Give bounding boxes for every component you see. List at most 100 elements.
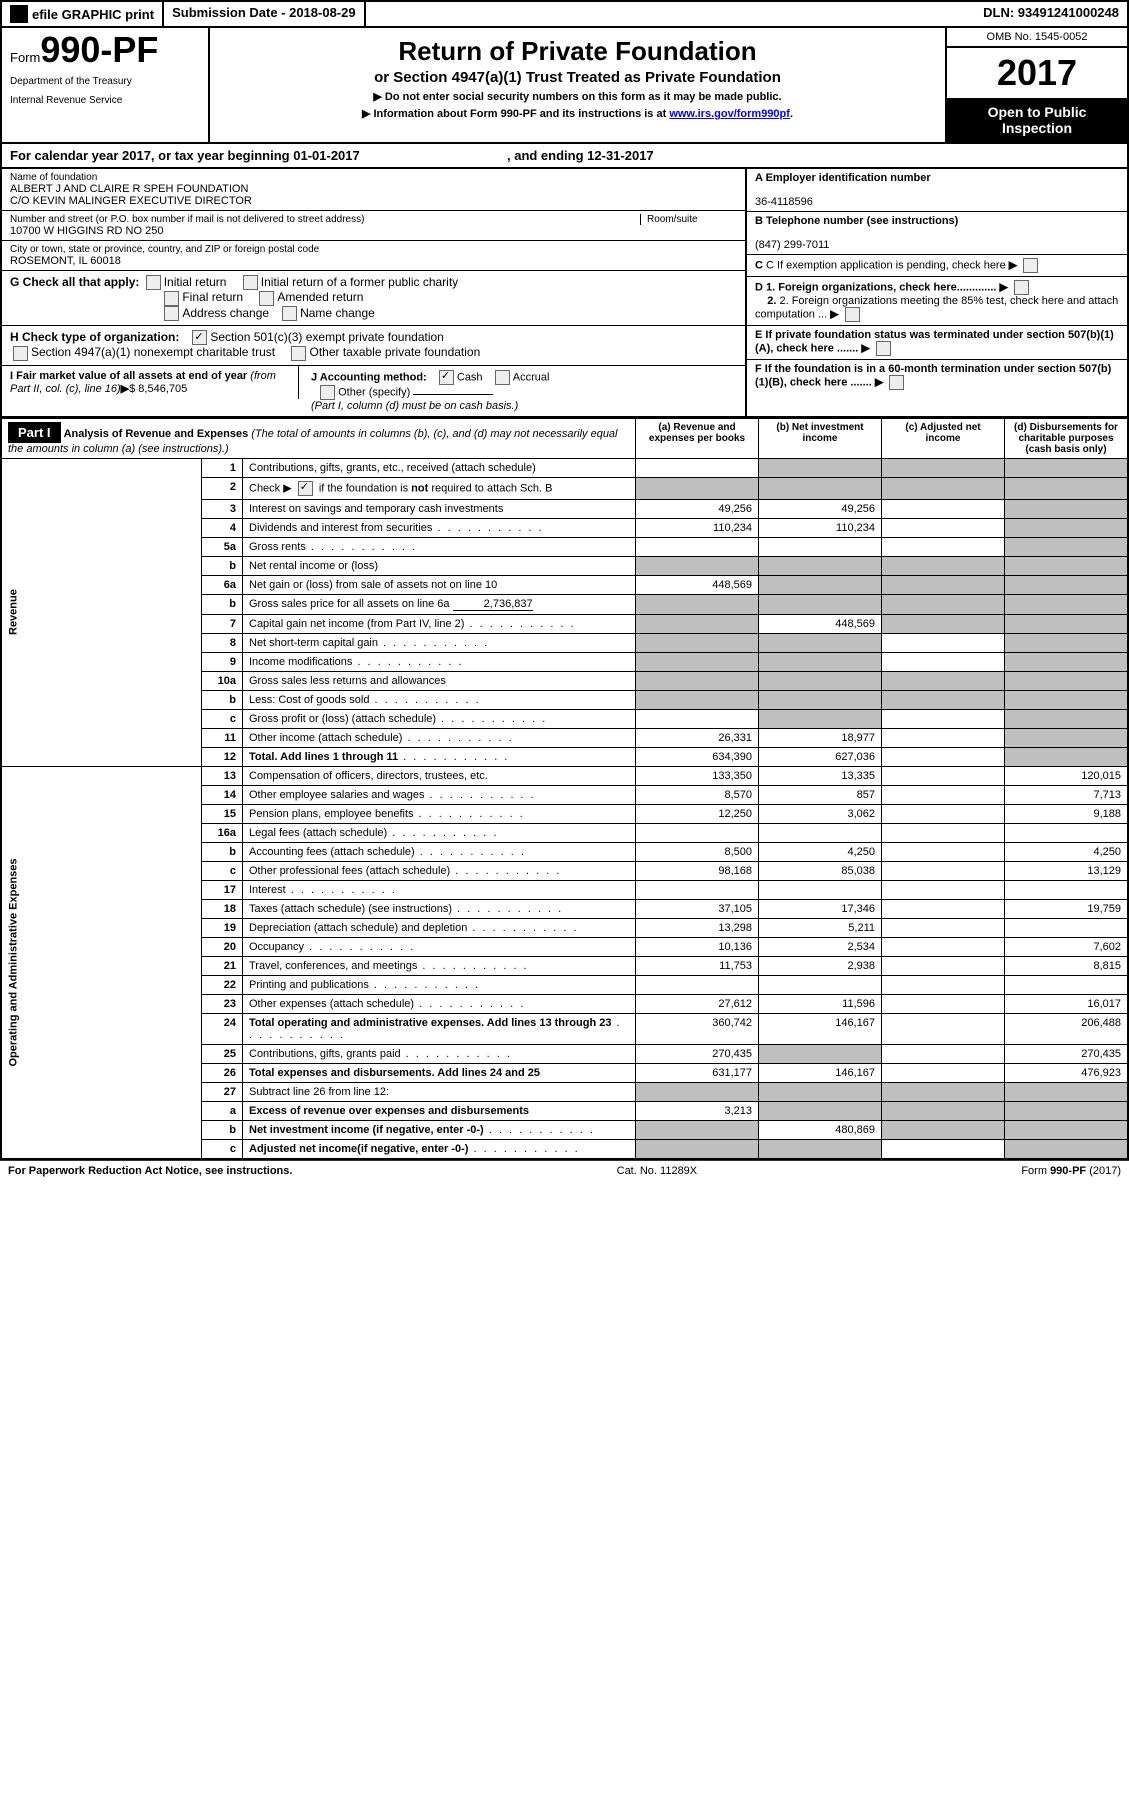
- instructions-link[interactable]: www.irs.gov/form990pf: [669, 108, 790, 120]
- chk-initial-return[interactable]: [146, 275, 161, 290]
- header-right: OMB No. 1545-0052 2017 Open to Public In…: [945, 28, 1127, 142]
- section-g: G Check all that apply: Initial return I…: [2, 271, 745, 326]
- info-grid: Name of foundation ALBERT J AND CLAIRE R…: [0, 169, 1129, 418]
- chk-other-method[interactable]: [320, 385, 335, 400]
- chk-accrual[interactable]: [495, 370, 510, 385]
- col-d-header: (d) Disbursements for charitable purpose…: [1005, 418, 1129, 458]
- chk-4947[interactable]: [13, 346, 28, 361]
- chk-501c3[interactable]: [192, 330, 207, 345]
- line-16a: Legal fees (attach schedule): [243, 823, 636, 842]
- foundation-name-row: Name of foundation ALBERT J AND CLAIRE R…: [2, 169, 745, 211]
- line-20: Occupancy: [243, 937, 636, 956]
- col-a-header: (a) Revenue and expenses per books: [636, 418, 759, 458]
- address-row: Number and street (or P.O. box number if…: [2, 211, 745, 241]
- line-16c: Other professional fees (attach schedule…: [243, 861, 636, 880]
- line-5a: Gross rents: [243, 537, 636, 556]
- form-header: Form990-PF Department of the Treasury In…: [0, 28, 1129, 144]
- revenue-section-label: Revenue: [1, 458, 202, 766]
- section-h: H Check type of organization: Section 50…: [2, 326, 745, 366]
- line-2: Check ▶ if the foundation is not require…: [243, 477, 636, 499]
- line-3: Interest on savings and temporary cash i…: [243, 499, 636, 518]
- footer-right: Form 990-PF (2017): [1021, 1165, 1121, 1177]
- page-footer: For Paperwork Reduction Act Notice, see …: [0, 1160, 1129, 1181]
- efile-cell: efile GRAPHIC print: [2, 2, 164, 26]
- line-19: Depreciation (attach schedule) and deple…: [243, 918, 636, 937]
- part1-table: Part I Analysis of Revenue and Expenses …: [0, 418, 1129, 1160]
- chk-foreign-85[interactable]: [845, 307, 860, 322]
- note-link: ▶ Information about Form 990-PF and its …: [222, 107, 933, 120]
- chk-amended[interactable]: [259, 291, 274, 306]
- section-f: F If the foundation is in a 60-month ter…: [747, 360, 1127, 393]
- chk-exemption-pending[interactable]: [1023, 258, 1038, 273]
- footer-left: For Paperwork Reduction Act Notice, see …: [8, 1165, 292, 1177]
- chk-60month[interactable]: [889, 375, 904, 390]
- calendar-year-row: For calendar year 2017, or tax year begi…: [0, 144, 1129, 169]
- tax-year: 2017: [947, 48, 1127, 98]
- city-state-zip: ROSEMONT, IL 60018: [10, 255, 737, 267]
- line-9: Income modifications: [243, 652, 636, 671]
- chk-foreign-org[interactable]: [1014, 280, 1029, 295]
- expenses-section-label: Operating and Administrative Expenses: [1, 766, 202, 1159]
- chk-final-return[interactable]: [164, 291, 179, 306]
- street-address: 10700 W HIGGINS RD NO 250: [10, 225, 636, 237]
- form-number: 990-PF: [40, 29, 158, 70]
- section-c: C C If exemption application is pending,…: [747, 255, 1127, 277]
- city-row: City or town, state or province, country…: [2, 241, 745, 271]
- foundation-name: ALBERT J AND CLAIRE R SPEH FOUNDATION: [10, 183, 737, 195]
- col-c-header: (c) Adjusted net income: [882, 418, 1005, 458]
- header-mid: Return of Private Foundation or Section …: [210, 28, 945, 142]
- efile-text: efile GRAPHIC print: [32, 7, 154, 22]
- foundation-co: C/O KEVIN MALINGER EXECUTIVE DIRECTOR: [10, 195, 737, 207]
- line-6b: Gross sales price for all assets on line…: [243, 594, 636, 614]
- dept-irs: Internal Revenue Service: [10, 95, 200, 106]
- chk-sch-b[interactable]: [298, 481, 313, 496]
- line-24: Total operating and administrative expen…: [249, 1017, 611, 1029]
- form-prefix: Form: [10, 50, 40, 65]
- part1-label: Part I: [8, 422, 61, 443]
- line-27a: Excess of revenue over expenses and disb…: [249, 1105, 529, 1117]
- line-8: Net short-term capital gain: [243, 633, 636, 652]
- line-10b: Less: Cost of goods sold: [243, 690, 636, 709]
- form-title: Return of Private Foundation: [222, 36, 933, 67]
- top-bar: efile GRAPHIC print Submission Date - 20…: [0, 0, 1129, 28]
- line-25: Contributions, gifts, grants paid: [243, 1044, 636, 1063]
- chk-terminated[interactable]: [876, 341, 891, 356]
- chk-other-taxable[interactable]: [291, 346, 306, 361]
- room-suite-label: Room/suite: [647, 214, 737, 225]
- col-b-header: (b) Net investment income: [759, 418, 882, 458]
- form-subtitle: or Section 4947(a)(1) Trust Treated as P…: [222, 69, 933, 86]
- line-10c: Gross profit or (loss) (attach schedule): [243, 709, 636, 728]
- chk-initial-former[interactable]: [243, 275, 258, 290]
- line-10a: Gross sales less returns and allowances: [243, 671, 636, 690]
- line-15: Pension plans, employee benefits: [243, 804, 636, 823]
- line-27b: Net investment income (if negative, ente…: [249, 1124, 484, 1136]
- chk-address-change[interactable]: [164, 306, 179, 321]
- phone-row: B Telephone number (see instructions) (8…: [747, 212, 1127, 255]
- phone-value: (847) 299-7011: [755, 239, 829, 251]
- section-e: E If private foundation status was termi…: [747, 326, 1127, 360]
- footer-mid: Cat. No. 11289X: [617, 1165, 698, 1177]
- line-11: Other income (attach schedule): [243, 728, 636, 747]
- accounting-label: J Accounting method:: [311, 371, 427, 383]
- line-13: Compensation of officers, directors, tru…: [243, 766, 636, 785]
- dln: DLN: 93491241000248: [975, 2, 1127, 26]
- chk-name-change[interactable]: [282, 306, 297, 321]
- line-22: Printing and publications: [243, 975, 636, 994]
- chk-cash[interactable]: [439, 370, 454, 385]
- efile-icon: [10, 5, 28, 23]
- line-14: Other employee salaries and wages: [243, 785, 636, 804]
- fmv-value: $ 8,546,705: [129, 383, 187, 395]
- omb-no: OMB No. 1545-0052: [947, 28, 1127, 48]
- line-16b: Accounting fees (attach schedule): [243, 842, 636, 861]
- line-5b: Net rental income or (loss): [243, 556, 636, 575]
- line-6a: Net gain or (loss) from sale of assets n…: [243, 575, 636, 594]
- line-27c: Adjusted net income(if negative, enter -…: [249, 1143, 468, 1155]
- header-left: Form990-PF Department of the Treasury In…: [2, 28, 210, 142]
- part1-title: Analysis of Revenue and Expenses: [64, 428, 249, 440]
- line-18: Taxes (attach schedule) (see instruction…: [243, 899, 636, 918]
- open-to-public: Open to Public Inspection: [947, 98, 1127, 142]
- dept-treasury: Department of the Treasury: [10, 76, 200, 87]
- line-21: Travel, conferences, and meetings: [243, 956, 636, 975]
- line-12: Total. Add lines 1 through 11: [249, 751, 398, 763]
- section-d: D 1. Foreign organizations, check here..…: [747, 277, 1127, 326]
